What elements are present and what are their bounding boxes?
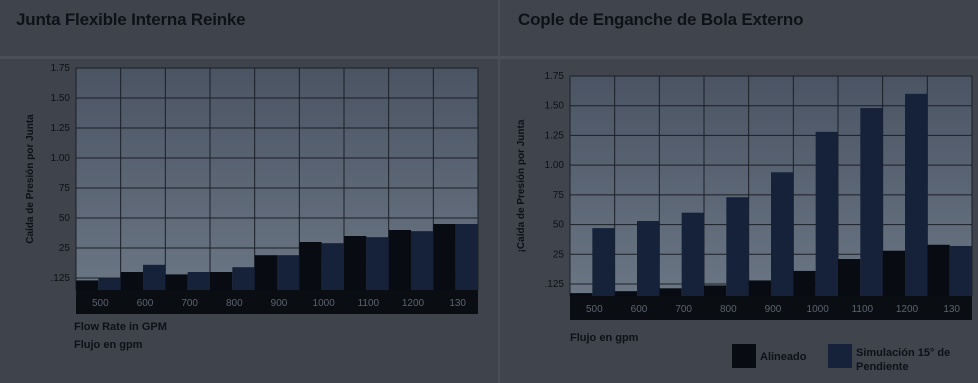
left-bar-s0-500 — [76, 280, 99, 290]
left-bar-s0-130 — [433, 224, 456, 290]
left-chart-title: Junta Flexible Interna Reinke — [16, 10, 246, 29]
left-bar-s1-1200 — [411, 231, 434, 290]
left-chart-svg: .125 25 50 75 1.00 1.25 1.50 1.75 500 600 700 800 90… — [25, 63, 479, 314]
left-x-tick-label: 1200 — [402, 298, 425, 309]
left-bar-s0-600 — [120, 272, 143, 290]
right-bar-s1-800 — [726, 197, 749, 296]
left-bar-s1-1000 — [321, 243, 344, 290]
right-bar-s0-1200 — [882, 250, 905, 296]
left-bar-s0-900 — [254, 255, 277, 290]
left-x-axis-band — [76, 290, 478, 314]
right-x-axis-label: Flujo en gpm — [570, 332, 639, 344]
right-bar-s1-700 — [681, 212, 704, 296]
right-y-tick-label: 1.25 — [545, 130, 565, 141]
right-bar-s1-130 — [949, 245, 972, 296]
left-x-tick-label: 1000 — [313, 298, 336, 309]
legend-label-inclined: Simulación 15° de Pendiente — [856, 347, 951, 373]
right-bar-s0-800 — [704, 285, 727, 296]
right-y-tick-label: 1.75 — [545, 71, 565, 82]
right-y-tick-label: 1.00 — [545, 160, 565, 171]
left-bar-s1-700 — [187, 272, 210, 290]
left-bar-s1-130 — [455, 224, 478, 290]
right-bar-s0-900 — [748, 280, 771, 296]
right-bar-s1-600 — [637, 221, 660, 296]
right-chart-title: Cople de Enganche de Bola Externo — [518, 10, 804, 29]
right-x-tick-label: 600 — [631, 304, 648, 315]
left-x-tick-label: 900 — [271, 298, 288, 309]
right-bar-s0-700 — [659, 288, 682, 296]
left-x-axis-label-english: Flow Rate in GPM — [74, 321, 167, 333]
left-y-tick-label: 50 — [59, 213, 71, 224]
left-bar-s1-1100 — [366, 237, 389, 290]
right-y-tick-label: 50 — [553, 220, 565, 231]
left-title-rule — [0, 56, 498, 59]
left-y-tick-label: 75 — [59, 183, 71, 194]
right-bar-s0-1000 — [793, 270, 816, 296]
right-bar-s0-1100 — [838, 259, 861, 296]
right-y-tick-label: .125 — [545, 279, 565, 290]
left-x-tick-label: 700 — [181, 298, 198, 309]
left-bar-s0-700 — [165, 274, 188, 290]
right-x-tick-label: 500 — [586, 304, 603, 315]
left-bar-s1-500 — [98, 278, 121, 290]
left-bar-s1-800 — [232, 267, 255, 290]
panel-divider — [498, 0, 501, 383]
right-bar-s0-600 — [614, 291, 637, 296]
legend-swatch-aligned — [732, 344, 756, 368]
left-y-tick-label: 1.25 — [51, 123, 71, 134]
right-title-rule — [500, 56, 978, 59]
right-x-tick-label: 1200 — [896, 304, 919, 315]
left-bar-s0-800 — [210, 272, 233, 290]
left-bar-s0-1000 — [299, 242, 322, 290]
right-bar-s1-1200 — [905, 93, 928, 296]
right-chart-svg: .125 25 50 75 1.00 1.25 1.50 1.75 500 600 700 800 90… — [516, 71, 973, 320]
left-y-tick-label: 25 — [59, 243, 71, 254]
right-x-tick-label: 800 — [720, 304, 737, 315]
left-y-tick-label: 1.75 — [51, 63, 71, 74]
left-x-tick-label: 600 — [137, 298, 154, 309]
right-y-tick-label: 75 — [553, 190, 565, 201]
left-y-tick-label: .125 — [51, 273, 71, 284]
right-y-axis-label: ¡Caída de Presión por Junta — [516, 119, 527, 252]
left-y-tick-label: 1.50 — [51, 93, 71, 104]
left-y-tick-label: 1.00 — [51, 153, 71, 164]
legend-swatch-inclined — [828, 344, 852, 368]
right-bar-s1-900 — [771, 172, 794, 296]
left-y-axis-label: Caída de Presión por Junta — [25, 114, 36, 244]
left-chart-panel: Junta Flexible Interna Reinke .125 25 50 75… — [0, 10, 498, 351]
right-chart-panel: Cople de Enganche de Bola Externo .125 25… — [500, 0, 978, 383]
left-x-tick-label: 1100 — [358, 298, 380, 309]
right-bar-s1-1000 — [815, 131, 838, 296]
left-x-tick-label: 130 — [449, 298, 466, 309]
left-bar-s1-600 — [143, 264, 166, 290]
left-x-axis-label-spanish: Flujo en gpm — [74, 339, 143, 351]
right-y-tick-label: 1.50 — [545, 101, 565, 112]
right-x-tick-label: 1000 — [807, 304, 830, 315]
right-x-tick-label: 1100 — [852, 304, 874, 315]
left-bar-s0-1200 — [388, 230, 411, 290]
right-x-tick-label: 900 — [765, 304, 782, 315]
right-x-tick-label: 130 — [943, 304, 960, 315]
right-bar-s1-1100 — [860, 108, 883, 296]
right-bar-s0-130 — [927, 244, 950, 296]
right-bar-s1-500 — [592, 228, 615, 296]
left-bar-s1-900 — [277, 255, 300, 290]
right-x-tick-label: 700 — [675, 304, 692, 315]
right-x-axis-band — [570, 296, 972, 320]
left-x-tick-label: 500 — [92, 298, 109, 309]
right-bar-s0-500 — [570, 293, 593, 296]
left-x-tick-label: 800 — [226, 298, 243, 309]
legend-item-inclined: Simulación 15° de Pendiente — [828, 344, 974, 378]
left-bar-s0-1100 — [344, 236, 367, 290]
right-y-tick-label: 25 — [553, 249, 565, 260]
legend-label-aligned: Alineado — [760, 351, 807, 363]
legend-item-aligned: Alineado — [732, 344, 832, 370]
